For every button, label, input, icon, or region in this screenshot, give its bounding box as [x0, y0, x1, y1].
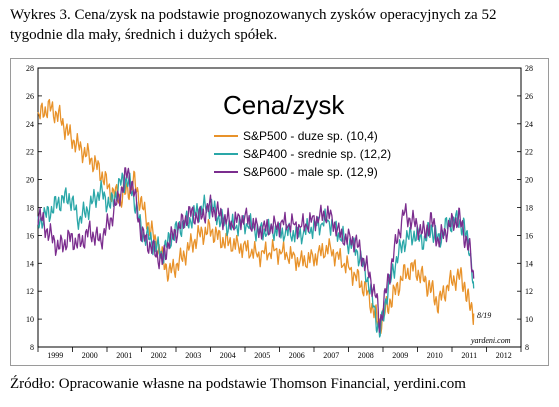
y-tick-label-right: 10 — [525, 315, 533, 324]
y-tick-label-right: 26 — [525, 92, 533, 101]
x-tick-label: 2000 — [82, 351, 98, 360]
x-tick-label: 1999 — [47, 351, 63, 360]
x-tick-label: 2004 — [220, 351, 236, 360]
source-note: Źródło: Opracowanie własne na podstawie … — [10, 376, 466, 392]
x-tick-label: 2002 — [151, 351, 167, 360]
x-tick-label: 2003 — [185, 351, 201, 360]
x-tick-label: 2012 — [496, 351, 512, 360]
y-tick-label-right: 18 — [525, 204, 533, 213]
legend: S&P500 - duze sp. (10,4) S&P400 - srednie… — [214, 129, 391, 179]
end-date-label: 8/19 — [477, 311, 491, 320]
series-line — [37, 167, 475, 333]
y-tick-label-right: 8 — [525, 343, 529, 352]
y-tick-label-left: 20 — [26, 176, 34, 185]
figure-caption: Wykres 3. Cena/zysk na podstawie prognoz… — [10, 7, 497, 43]
x-tick-label: 2001 — [116, 351, 132, 360]
x-tick-label: 2008 — [358, 351, 374, 360]
y-tick-label-left: 16 — [26, 231, 34, 240]
y-tick-label-left: 10 — [26, 315, 34, 324]
y-tick-label-right: 14 — [525, 259, 533, 268]
watermark: yardeni.com — [470, 336, 511, 345]
y-tick-label-left: 8 — [30, 343, 34, 352]
y-tick-label-right: 24 — [525, 120, 533, 129]
y-tick-label-left: 24 — [26, 120, 34, 129]
y-tick-label-right: 22 — [525, 148, 533, 157]
y-tick-label-left: 22 — [26, 148, 34, 157]
y-tick-label-left: 12 — [26, 287, 34, 296]
pe-ratio-chart: 8 8 10 10 12 12 14 14 16 16 18 18 20 20 22 22 24 24 26 26 28… — [26, 64, 533, 360]
y-tick-label-right: 20 — [525, 176, 533, 185]
y-tick-label-left: 26 — [26, 92, 34, 101]
y-tick-label-right: 28 — [525, 64, 533, 73]
legend-label: S&P400 - srednie sp. (12,2) — [243, 147, 391, 161]
y-tick-label-left: 28 — [26, 64, 34, 73]
series-line — [37, 172, 475, 338]
series-line — [37, 98, 475, 335]
chart-frame: 8 8 10 10 12 12 14 14 16 16 18 18 20 20 22 22 24 24 26 26 28… — [10, 58, 549, 366]
x-tick-label: 2005 — [254, 351, 270, 360]
x-tick-label: 2009 — [392, 351, 408, 360]
x-tick-label: 2006 — [289, 351, 305, 360]
x-tick-label: 2010 — [427, 351, 443, 360]
y-tick-label-right: 16 — [525, 231, 533, 240]
y-tick-label-left: 18 — [26, 204, 34, 213]
y-tick-label-left: 14 — [26, 259, 34, 268]
legend-label: S&P600 - male sp. (12,9) — [243, 165, 378, 179]
series-lines — [37, 98, 475, 338]
x-tick-label: 2011 — [461, 351, 477, 360]
x-tick-label: 2007 — [323, 351, 339, 360]
y-tick-label-right: 12 — [525, 287, 533, 296]
chart-title: Cena/zysk — [223, 90, 345, 120]
legend-label: S&P500 - duze sp. (10,4) — [243, 129, 378, 143]
axes: 8 8 10 10 12 12 14 14 16 16 18 18 20 20 22 22 24 24 26 26 28… — [26, 64, 533, 360]
